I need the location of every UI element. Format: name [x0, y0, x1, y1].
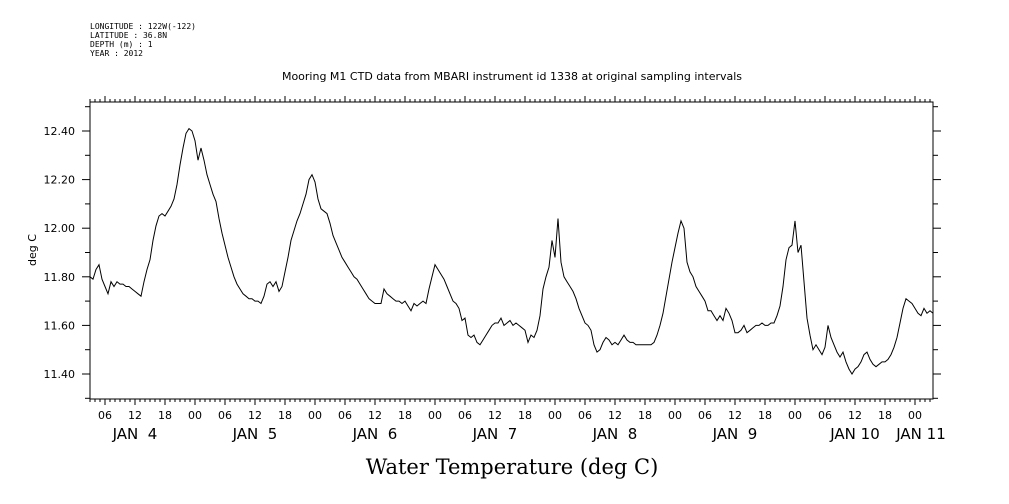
x-tick-label: 00 [188, 409, 202, 422]
day-label: JAN 5 [232, 425, 278, 443]
x-tick-label: 12 [488, 409, 502, 422]
x-tick-label: 06 [218, 409, 232, 422]
chart-title: Mooring M1 CTD data from MBARI instrumen… [282, 70, 742, 83]
y-tick-label: 11.40 [44, 368, 76, 381]
x-tick-label: 12 [368, 409, 382, 422]
longitude-label: LONGITUDE : 122W(-122) [90, 22, 196, 31]
y-tick-label: 11.80 [44, 271, 76, 284]
x-tick-label: 06 [578, 409, 592, 422]
day-label: JAN 9 [712, 425, 758, 443]
day-label: JAN 7 [472, 425, 518, 443]
x-tick-label: 12 [848, 409, 862, 422]
x-tick-labels: 06 12 18 00 06 12 18 00 06 12 18 00 06 12 18 00 06 12 18 00… [98, 409, 922, 422]
x-tick-label: 18 [398, 409, 412, 422]
y-tick-label: 11.60 [44, 319, 76, 332]
y-tick-labels: 11.40 11.60 11.80 12.00 12.20 12.40 [44, 125, 76, 381]
day-label: JAN 11 [895, 425, 946, 443]
x-tick-label: 18 [878, 409, 892, 422]
x-tick-label: 06 [98, 409, 112, 422]
x-tick-label: 00 [668, 409, 682, 422]
x-tick-label: 12 [128, 409, 142, 422]
x-tick-label: 18 [158, 409, 172, 422]
day-label: JAN 4 [112, 425, 158, 443]
x-axis-label: Water Temperature (deg C) [366, 455, 659, 479]
x-tick-label: 18 [518, 409, 532, 422]
day-label: JAN 10 [829, 425, 880, 443]
metadata-block: LONGITUDE : 122W(-122) LATITUDE : 36.8N … [90, 22, 196, 58]
x-tick-label: 06 [698, 409, 712, 422]
year-label: YEAR : 2012 [90, 49, 143, 58]
day-labels: JAN 4 JAN 5 JAN 6 JAN 7 JAN 8 JAN 9 JAN 10 JAN … [112, 425, 946, 443]
latitude-label: LATITUDE : 36.8N [90, 31, 168, 40]
x-tick-label: 00 [308, 409, 322, 422]
x-tick-label: 12 [608, 409, 622, 422]
axis-ticks [82, 96, 941, 405]
day-label: JAN 6 [352, 425, 398, 443]
x-tick-label: 18 [758, 409, 772, 422]
x-tick-label: 00 [908, 409, 922, 422]
depth-label: DEPTH (m) : 1 [90, 40, 153, 49]
x-tick-label: 06 [338, 409, 352, 422]
x-tick-label: 06 [458, 409, 472, 422]
x-tick-label: 12 [248, 409, 262, 422]
y-tick-label: 12.40 [44, 125, 76, 138]
day-label: JAN 8 [592, 425, 638, 443]
x-tick-label: 12 [728, 409, 742, 422]
y-tick-label: 12.20 [44, 174, 76, 187]
y-tick-label: 12.00 [44, 222, 76, 235]
x-tick-label: 06 [818, 409, 832, 422]
plot-frame [89, 101, 934, 400]
x-tick-label: 18 [278, 409, 292, 422]
y-axis-label: deg C [26, 234, 39, 266]
x-tick-label: 00 [428, 409, 442, 422]
x-tick-label: 00 [548, 409, 562, 422]
x-tick-label: 00 [788, 409, 802, 422]
series-line-water-temperature [89, 127, 934, 375]
x-tick-label: 18 [638, 409, 652, 422]
